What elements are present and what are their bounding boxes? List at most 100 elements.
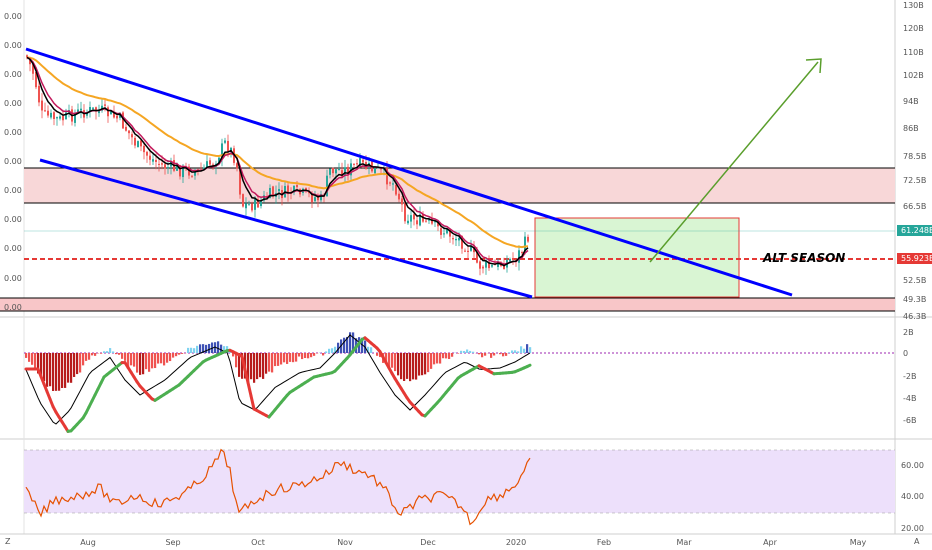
histogram-bar — [157, 353, 160, 364]
candle-body — [191, 175, 193, 177]
histogram-bar — [118, 353, 121, 355]
time-axis-tick: 2020 — [506, 538, 526, 547]
candle-body — [479, 261, 481, 269]
histogram-bar — [505, 353, 508, 356]
candle-body — [377, 167, 379, 169]
histogram-bar — [70, 353, 73, 383]
svg-text:55.923B: 55.923B — [901, 254, 932, 263]
right-axis-tick: 86B — [903, 124, 919, 133]
histogram-bar — [100, 353, 103, 354]
left-axis-tick: 0.00 — [4, 99, 22, 108]
histogram-bar — [250, 353, 253, 380]
time-axis-tick: Feb — [597, 538, 611, 547]
histogram-bar — [469, 350, 472, 353]
time-axis[interactable]: Aug Sep Oct Nov Dec 2020 Feb Mar Apr May — [80, 538, 866, 547]
candle-body — [356, 163, 358, 165]
histogram-bar — [85, 353, 88, 361]
candle-body — [314, 197, 316, 202]
candle-body — [512, 258, 514, 260]
histogram-bar — [439, 353, 442, 364]
histogram-bar — [109, 348, 112, 353]
histogram-bar — [205, 344, 208, 353]
candle-body — [107, 107, 109, 117]
candle-body — [527, 236, 529, 242]
histogram-bar — [253, 353, 256, 383]
histogram-bar — [61, 353, 64, 389]
candle-body — [137, 141, 139, 148]
candle-body — [50, 112, 52, 118]
candle-body — [311, 193, 313, 203]
candle-body — [470, 246, 472, 251]
histogram-bar — [127, 353, 130, 368]
histogram-bar — [457, 353, 460, 354]
candle-body — [491, 265, 493, 267]
support-zone — [0, 298, 895, 311]
histogram-bar — [172, 353, 175, 358]
histogram-bar — [55, 353, 58, 391]
time-axis-tick: Apr — [763, 538, 778, 547]
rsi-axis-tick: 20.00 — [901, 524, 924, 533]
candle-body — [206, 161, 208, 169]
footer-right-badge[interactable]: A — [914, 537, 920, 546]
candle-body — [458, 238, 460, 241]
candle-body — [440, 228, 442, 235]
histogram-bar — [40, 353, 43, 378]
histogram-bar — [325, 351, 328, 353]
candle-body — [428, 219, 430, 221]
candle-body — [449, 230, 451, 237]
right-price-axis[interactable]: 130B 120B 110B 102B 94B 86B 78.5B 72.5B 66.5B 52.… — [903, 1, 926, 321]
candle-body — [167, 167, 169, 169]
footer-left-badge[interactable]: Z — [5, 537, 11, 546]
candle-body — [62, 115, 64, 121]
candle-body — [104, 104, 106, 106]
candle-body — [98, 109, 100, 114]
histogram-bar — [376, 353, 379, 356]
histogram-bar — [424, 353, 427, 375]
candle-body — [287, 185, 289, 195]
right-axis-tick: 110B — [903, 48, 924, 57]
histogram-bar — [208, 343, 211, 353]
time-axis-tick: Aug — [80, 538, 96, 547]
histogram-bar — [409, 353, 412, 382]
histogram-bar — [136, 353, 139, 373]
candle-body — [35, 72, 37, 88]
candle-body — [497, 261, 499, 267]
candle-body — [269, 188, 271, 199]
right-axis-tick: 130B — [903, 1, 924, 10]
histogram-bar — [442, 353, 445, 359]
histogram-bar — [394, 353, 397, 372]
candle-body — [386, 168, 388, 185]
histogram-bar — [412, 353, 415, 380]
time-axis-tick: Sep — [165, 538, 180, 547]
momentum-axis: 2B 0 -2B -4B -6B — [903, 328, 916, 425]
histogram-bar — [247, 353, 250, 382]
histogram-bar — [361, 337, 364, 353]
candle-body — [461, 236, 463, 249]
histogram-bar — [28, 353, 31, 362]
histogram-bar — [430, 353, 433, 369]
histogram-bar — [427, 353, 430, 373]
candle-body — [473, 247, 475, 253]
histogram-bar — [268, 353, 271, 372]
candle-body — [86, 112, 88, 116]
candle-body — [26, 55, 28, 58]
histogram-bar — [526, 344, 529, 353]
histogram-bar — [328, 348, 331, 353]
histogram-bar — [259, 353, 262, 378]
right-axis-tick: 52.5B — [903, 276, 926, 285]
histogram-bar — [370, 347, 373, 353]
histogram-bar — [508, 352, 511, 353]
candle-body — [353, 163, 355, 165]
candle-body — [338, 169, 340, 171]
candle-body — [140, 140, 142, 147]
candle-body — [257, 199, 259, 208]
candle-body — [413, 214, 415, 220]
histogram-bar — [349, 332, 352, 353]
channel-upper-line — [25, 47, 793, 297]
left-axis-tick: 0.00 — [4, 215, 22, 224]
histogram-bar — [112, 351, 115, 353]
histogram-bar — [229, 351, 232, 353]
candle-body — [122, 112, 124, 129]
histogram-bar — [214, 342, 217, 353]
